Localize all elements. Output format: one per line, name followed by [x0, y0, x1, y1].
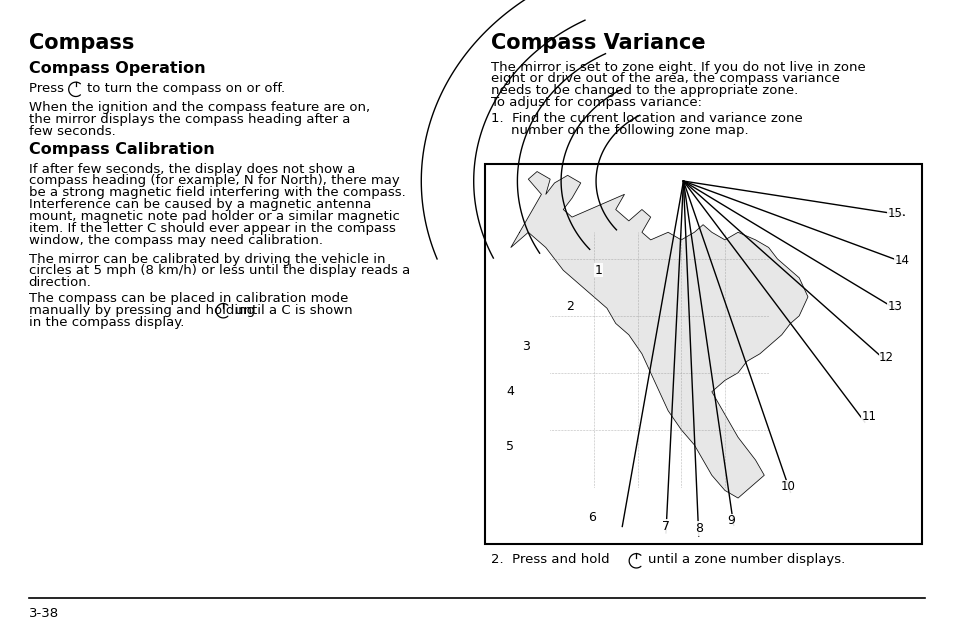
Text: The mirror is set to zone eight. If you do not live in zone: The mirror is set to zone eight. If you … [491, 61, 865, 73]
Text: 14: 14 [894, 255, 908, 267]
Text: be a strong magnetic field interfering with the compass.: be a strong magnetic field interfering w… [29, 186, 405, 199]
Text: Interference can be caused by a magnetic antenna: Interference can be caused by a magnetic… [29, 198, 371, 211]
Text: until a C is shown: until a C is shown [234, 304, 352, 316]
Text: in the compass display.: in the compass display. [29, 316, 184, 329]
Text: circles at 5 mph (8 km/h) or less until the display reads a: circles at 5 mph (8 km/h) or less until … [29, 264, 410, 278]
Polygon shape [510, 172, 807, 498]
Text: Compass Calibration: Compass Calibration [29, 142, 214, 157]
Text: Compass Variance: Compass Variance [491, 33, 705, 53]
Text: Compass: Compass [29, 33, 133, 53]
Text: 3-38: 3-38 [29, 607, 59, 620]
Text: until a zone number displays.: until a zone number displays. [647, 553, 844, 566]
Text: 1.  Find the current location and variance zone: 1. Find the current location and varianc… [491, 112, 802, 124]
Text: compass heading (for example, N for North), there may: compass heading (for example, N for Nort… [29, 174, 399, 188]
Text: To adjust for compass variance:: To adjust for compass variance: [491, 96, 701, 109]
Text: 5: 5 [505, 440, 514, 453]
Text: 15: 15 [887, 207, 902, 220]
Text: 10: 10 [781, 480, 795, 493]
Text: The mirror can be calibrated by driving the vehicle in: The mirror can be calibrated by driving … [29, 253, 385, 265]
Text: Press: Press [29, 82, 68, 94]
Text: 1: 1 [594, 263, 601, 277]
Text: 6: 6 [587, 511, 595, 524]
Text: mount, magnetic note pad holder or a similar magnetic: mount, magnetic note pad holder or a sim… [29, 210, 399, 223]
Text: 8: 8 [694, 522, 702, 535]
Text: 12: 12 [878, 351, 893, 364]
Text: 11: 11 [861, 410, 876, 423]
Text: 2: 2 [565, 300, 573, 313]
Text: 2.  Press and hold: 2. Press and hold [491, 553, 614, 566]
Text: 9: 9 [727, 514, 735, 527]
Text: 13: 13 [887, 300, 902, 313]
Text: item. If the letter C should ever appear in the compass: item. If the letter C should ever appear… [29, 222, 395, 235]
Text: direction.: direction. [29, 276, 91, 289]
Text: needs to be changed to the appropriate zone.: needs to be changed to the appropriate z… [491, 84, 798, 97]
Text: If after few seconds, the display does not show a: If after few seconds, the display does n… [29, 163, 355, 175]
Text: the mirror displays the compass heading after a: the mirror displays the compass heading … [29, 114, 350, 126]
Text: 7: 7 [661, 520, 669, 533]
Text: Compass Operation: Compass Operation [29, 61, 205, 76]
Text: window, the compass may need calibration.: window, the compass may need calibration… [29, 234, 322, 246]
Text: number on the following zone map.: number on the following zone map. [511, 124, 748, 137]
Text: 3: 3 [521, 339, 530, 353]
Text: manually by pressing and holding: manually by pressing and holding [29, 304, 258, 316]
Bar [484, 164, 921, 544]
Text: 4: 4 [505, 385, 514, 398]
Text: The compass can be placed in calibration mode: The compass can be placed in calibration… [29, 292, 348, 304]
Text: When the ignition and the compass feature are on,: When the ignition and the compass featur… [29, 101, 370, 114]
Text: eight or drive out of the area, the compass variance: eight or drive out of the area, the comp… [491, 73, 840, 85]
Text: few seconds.: few seconds. [29, 125, 115, 138]
Text: to turn the compass on or off.: to turn the compass on or off. [87, 82, 285, 94]
